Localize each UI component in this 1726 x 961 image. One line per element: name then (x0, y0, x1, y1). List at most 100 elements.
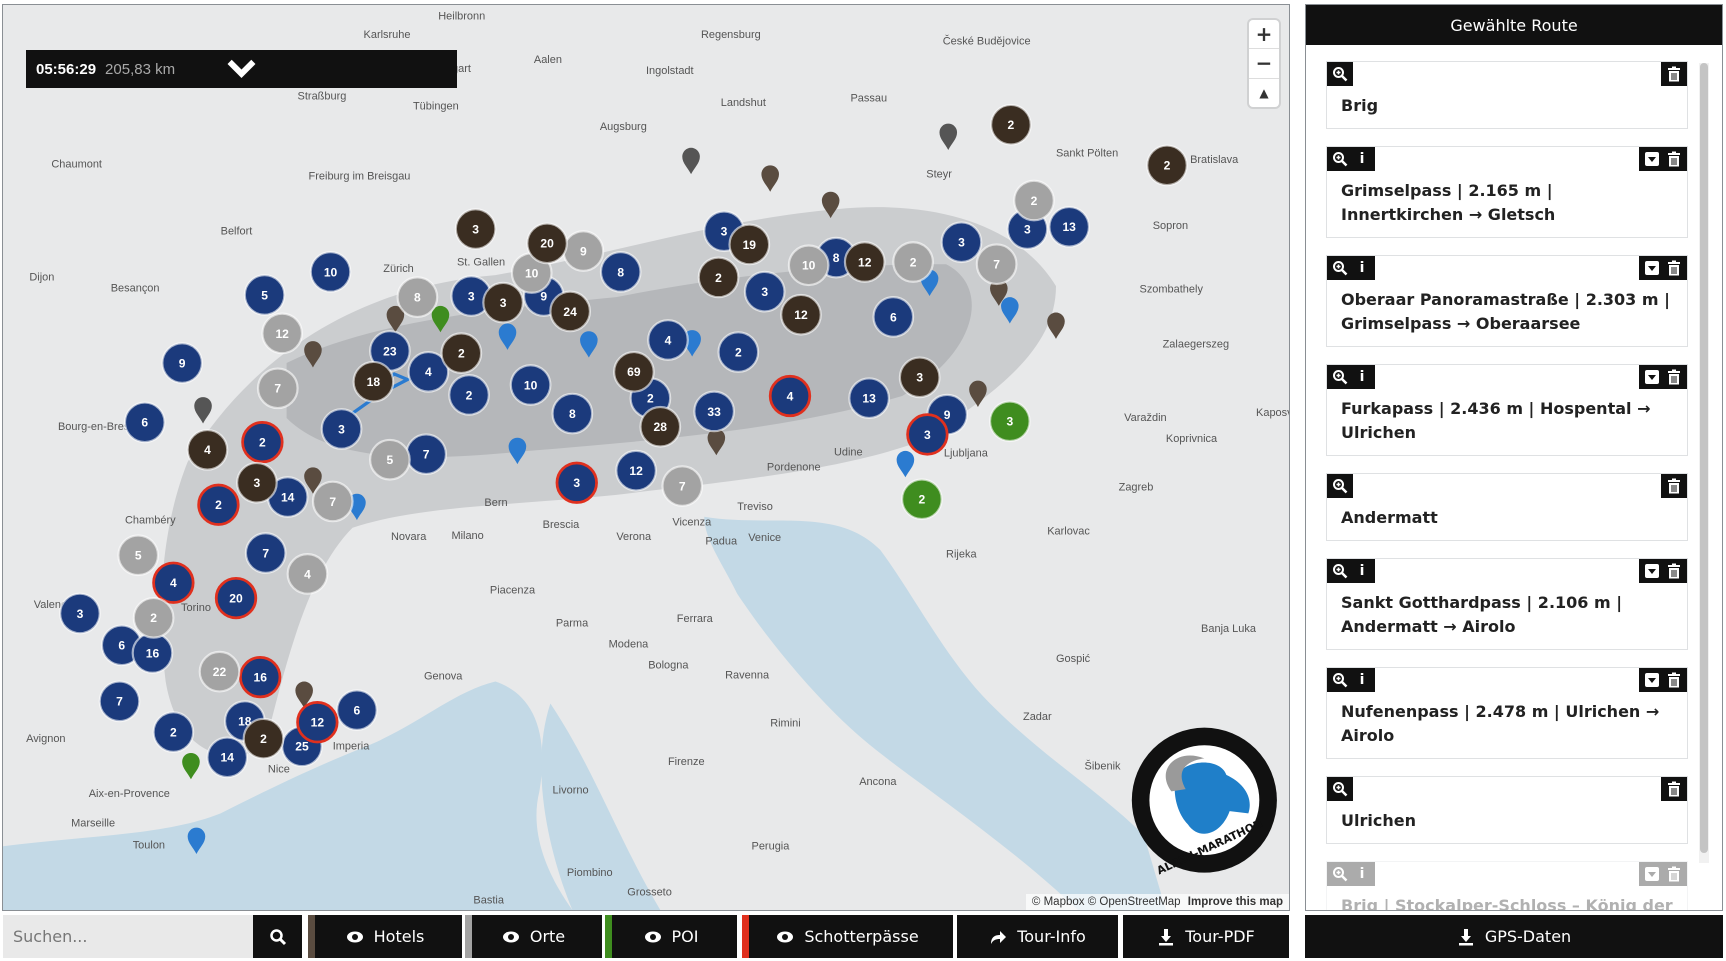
compass-button[interactable]: ▲ (1259, 85, 1269, 100)
map-cluster[interactable]: 16 (131, 632, 174, 674)
map-canvas[interactable]: HeilbronnKarlsruheStuttgartNancyStraßbur… (3, 5, 1289, 910)
map-pin-icon[interactable] (304, 467, 322, 494)
map-cluster[interactable]: 3 (482, 281, 524, 324)
trash-icon[interactable] (1666, 866, 1682, 882)
map-cluster[interactable]: 14 (206, 736, 249, 779)
map-cluster[interactable]: 3 (940, 221, 983, 264)
zoom-in-icon[interactable] (1332, 369, 1348, 385)
map-cluster[interactable]: 12 (296, 701, 339, 744)
map-cluster[interactable]: 2 (892, 241, 934, 283)
gps-data-button[interactable]: GPS-Daten (1305, 915, 1723, 958)
info-icon[interactable]: i (1359, 563, 1365, 579)
map-cluster[interactable]: 2 (697, 256, 740, 299)
map-cluster[interactable]: 8 (396, 276, 439, 319)
map-cluster[interactable]: 10 (787, 244, 830, 287)
hotels-toggle[interactable]: Hotels (308, 915, 462, 958)
info-icon[interactable]: i (1359, 672, 1365, 688)
map-cluster[interactable]: 3 (454, 208, 497, 250)
zoom-in-icon[interactable] (1332, 66, 1348, 82)
map-cluster[interactable]: 16 (239, 656, 282, 699)
map-cluster[interactable]: 7 (405, 433, 448, 476)
map-cluster[interactable]: 3 (320, 408, 363, 450)
caret-down-icon[interactable] (1644, 867, 1660, 881)
map-cluster[interactable]: 2 (448, 374, 490, 416)
map-cluster[interactable]: 9 (161, 342, 204, 384)
trash-icon[interactable] (1666, 260, 1682, 276)
map-cluster[interactable]: 5 (243, 274, 286, 316)
map-cluster[interactable]: 33 (693, 390, 736, 433)
map-cluster[interactable]: 2 (132, 596, 175, 639)
map-pin-icon[interactable] (682, 147, 700, 175)
map-pin-icon[interactable] (431, 305, 450, 333)
map-pin-icon[interactable] (821, 191, 840, 219)
info-icon[interactable]: i (1359, 866, 1365, 882)
tour-pdf-button[interactable]: Tour-PDF (1123, 915, 1289, 958)
trash-icon[interactable] (1666, 66, 1682, 82)
trash-icon[interactable] (1666, 672, 1682, 688)
map-cluster[interactable]: 3 (906, 413, 949, 456)
map-cluster[interactable]: 20 (214, 576, 258, 620)
zoom-in-icon[interactable] (1332, 478, 1348, 494)
trash-icon[interactable] (1666, 369, 1682, 385)
map-cluster[interactable]: 3 (743, 270, 786, 313)
trash-icon[interactable] (1666, 563, 1682, 579)
map-cluster[interactable]: 10 (509, 364, 552, 406)
map-cluster[interactable]: 3 (59, 592, 101, 635)
caret-down-icon[interactable] (1644, 673, 1660, 687)
map-cluster[interactable]: 7 (311, 480, 354, 523)
map-pin-icon[interactable] (508, 437, 527, 465)
map-cluster[interactable]: 7 (244, 532, 287, 574)
map-cluster[interactable]: 2 (990, 103, 1032, 146)
map-cluster[interactable]: 22 (198, 650, 241, 693)
map-cluster[interactable]: 7 (98, 680, 141, 723)
poi-toggle[interactable]: POI (605, 915, 737, 958)
map-cluster[interactable]: 10 (309, 251, 352, 293)
map-cluster[interactable]: 13 (1048, 205, 1091, 248)
zoom-in-icon[interactable] (1332, 563, 1348, 579)
map-pin-icon[interactable] (194, 397, 212, 424)
zoom-in-icon[interactable] (1332, 866, 1348, 882)
map-cluster[interactable]: 19 (728, 223, 771, 266)
panel-scrollbar[interactable] (1699, 63, 1709, 863)
osm-link[interactable]: © OpenStreetMap (1087, 896, 1181, 908)
map-pin-icon[interactable] (1047, 312, 1065, 339)
mapbox-link[interactable]: © Mapbox (1031, 896, 1085, 908)
map-cluster[interactable]: 2 (242, 717, 285, 760)
map-cluster[interactable]: 2 (440, 332, 483, 375)
info-icon[interactable]: i (1359, 369, 1365, 385)
map-cluster[interactable]: 12 (843, 241, 886, 283)
zoom-in-icon[interactable] (1332, 151, 1348, 167)
map-cluster[interactable]: 8 (551, 392, 594, 435)
map-pin-icon[interactable] (707, 428, 726, 456)
map-cluster[interactable]: 12 (780, 293, 822, 336)
improve-map-link[interactable]: Improve this map (1187, 896, 1283, 908)
map-cluster[interactable]: 28 (639, 405, 682, 448)
zoom-out-button[interactable]: − (1249, 49, 1279, 79)
search-button[interactable] (253, 915, 302, 958)
map-cluster[interactable]: 3 (988, 400, 1031, 443)
map-cluster[interactable]: 12 (261, 312, 304, 355)
map-cluster[interactable]: 3 (555, 461, 598, 504)
map-cluster[interactable]: 4 (286, 553, 329, 595)
trash-icon[interactable] (1666, 478, 1682, 494)
map-pin-icon[interactable] (761, 165, 779, 192)
map-cluster[interactable]: 2 (197, 483, 240, 526)
map-cluster[interactable]: 12 (615, 449, 657, 492)
map-cluster[interactable]: 69 (613, 350, 655, 393)
map-cluster[interactable]: 4 (407, 350, 450, 393)
trash-icon[interactable] (1666, 151, 1682, 167)
map-cluster[interactable]: 7 (661, 465, 704, 507)
zoom-in-icon[interactable] (1332, 260, 1348, 276)
map-cluster[interactable]: 4 (186, 428, 229, 471)
route-summary-bar[interactable]: 05:56:29 205,83 km (26, 50, 457, 88)
zoom-in-icon[interactable] (1332, 781, 1348, 797)
map-pin-icon[interactable] (498, 323, 517, 350)
map-cluster[interactable]: 6 (872, 296, 915, 338)
map-cluster[interactable]: 9 (562, 230, 605, 272)
map-pin-icon[interactable] (295, 681, 313, 708)
map-pin-icon[interactable] (304, 341, 322, 368)
zoom-in-button[interactable]: + (1249, 20, 1279, 50)
map[interactable]: HeilbronnKarlsruheStuttgartNancyStraßbur… (2, 4, 1290, 911)
map-pin-icon[interactable] (896, 450, 915, 478)
tour-info-button[interactable]: Tour-Info (957, 915, 1118, 958)
